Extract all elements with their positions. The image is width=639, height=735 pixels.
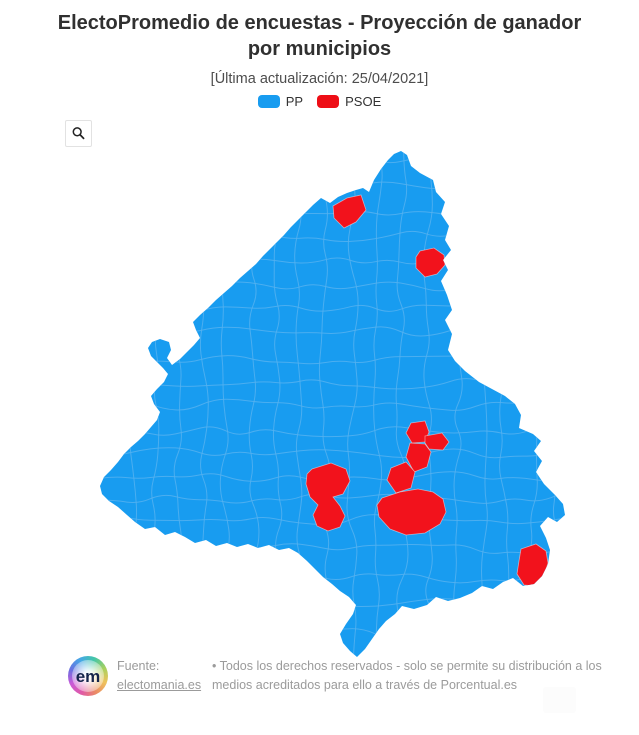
magnifier-icon: [72, 127, 85, 140]
electomania-logo-text: em: [75, 666, 101, 686]
electomania-logo: em: [68, 656, 108, 696]
psoe-municipality[interactable]: [405, 442, 432, 473]
map-legend: PP PSOE: [0, 94, 639, 109]
legend-label-psoe: PSOE: [345, 94, 382, 109]
legend-item-psoe: PSOE: [317, 94, 381, 109]
psoe-municipalities[interactable]: [305, 194, 549, 587]
source-link[interactable]: electomania.es: [117, 678, 202, 692]
psoe-municipality[interactable]: [332, 194, 367, 229]
madrid-region-shape[interactable]: [100, 151, 565, 657]
psoe-municipality[interactable]: [376, 488, 447, 536]
psoe-municipality[interactable]: [424, 432, 450, 451]
last-update-subtitle: [Última actualización: 25/04/2021]: [210, 71, 429, 87]
legend-label-pp: PP: [285, 94, 304, 109]
psoe-municipality[interactable]: [305, 462, 351, 532]
footer: em Fuente: electomania.es • Todos los de…: [68, 656, 620, 696]
faded-control-placeholder: [543, 687, 576, 713]
page-title: ElectoPromedio de encuestas - Proyección…: [57, 12, 582, 60]
psoe-color-swatch: [317, 95, 340, 108]
rights-text: • Todos los derechos reservados - solo s…: [212, 659, 602, 692]
chart-header: ElectoPromedio de encuestas - Proyección…: [0, 10, 639, 87]
source-label: Fuente:: [117, 659, 160, 673]
psoe-municipality[interactable]: [415, 247, 446, 278]
source-block: Fuente: electomania.es: [117, 657, 203, 695]
map-zoom-button[interactable]: [65, 120, 92, 147]
psoe-municipality[interactable]: [516, 543, 549, 587]
psoe-municipality[interactable]: [386, 461, 416, 494]
legend-item-pp: PP: [257, 94, 304, 109]
pp-color-swatch: [257, 95, 280, 108]
